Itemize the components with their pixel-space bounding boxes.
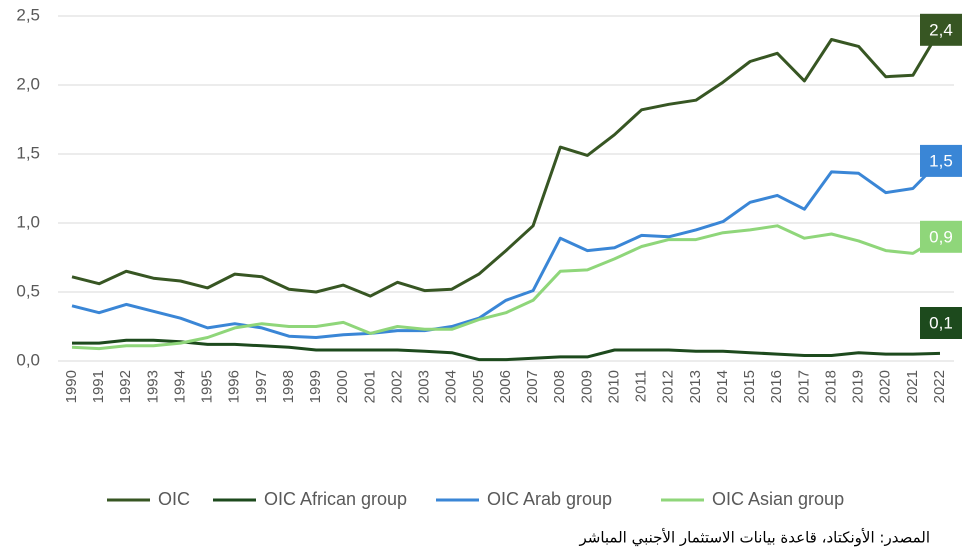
y-tick-label: 1,5: [16, 143, 40, 162]
x-tick-label: 2019: [850, 370, 867, 403]
x-tick-label: 2000: [334, 370, 351, 403]
x-tick-label: 2017: [795, 370, 812, 403]
x-tick-label: 2010: [605, 370, 622, 403]
value-label: 0,9: [929, 227, 953, 246]
x-tick-label: 1993: [144, 370, 161, 403]
x-tick-label: 2022: [931, 370, 948, 403]
x-tick-label: 2005: [470, 370, 487, 403]
y-tick-label: 0,0: [16, 350, 40, 369]
x-tick-label: 1999: [307, 370, 324, 403]
x-tick-label: 2006: [497, 370, 514, 403]
series-line: [71, 224, 941, 351]
x-tick-label: 2015: [741, 370, 758, 403]
x-tick-label: 2009: [578, 370, 595, 403]
x-tick-label: 2008: [551, 370, 568, 403]
series-line: [72, 338, 941, 362]
legend-label: OIC Asian group: [712, 489, 844, 509]
value-label-box: [920, 13, 962, 46]
value-label: 2,4: [929, 20, 953, 39]
x-tick-label: 2004: [443, 370, 460, 403]
x-tick-label: 1990: [63, 370, 80, 403]
x-tick-label: 2013: [687, 370, 704, 403]
x-tick-label: 2020: [877, 370, 894, 403]
value-label: 0,1: [929, 313, 953, 332]
x-tick-label: 2001: [361, 370, 378, 403]
x-tick-label: 1997: [253, 370, 270, 403]
legend-label: OIC African group: [264, 489, 407, 509]
y-tick-label: 1,0: [16, 212, 40, 231]
x-tick-label: 1996: [226, 370, 243, 403]
y-tick-label: 0,5: [16, 281, 40, 300]
x-tick-label: 2003: [416, 370, 433, 403]
series-line: [71, 159, 942, 339]
legend-label: OIC: [158, 489, 190, 509]
x-tick-label: 2016: [768, 370, 785, 403]
value-label-box: [920, 307, 962, 339]
x-tick-label: 2002: [388, 370, 405, 403]
y-tick-label: 2,5: [16, 5, 40, 24]
y-tick-label: 2,0: [16, 74, 40, 93]
legend-label: OIC Arab group: [487, 489, 612, 509]
x-tick-label: 2014: [714, 370, 731, 403]
series-line: [71, 29, 942, 298]
x-tick-label: 1991: [90, 370, 107, 403]
source: المصدر: الأونكتاد، قاعدة بيانات الاستثما…: [578, 528, 930, 548]
x-tick-label: 1995: [199, 370, 216, 403]
x-tick-label: 2021: [904, 370, 921, 403]
x-tick-label: 1998: [280, 370, 297, 403]
value-label-box: [920, 144, 962, 177]
x-tick-label: 1994: [171, 370, 188, 403]
x-tick-label: 2011: [633, 370, 650, 402]
x-tick-label: 1992: [117, 370, 134, 403]
x-tick-label: 2007: [524, 370, 541, 403]
value-label: 1,5: [929, 151, 953, 170]
value-label-box: [920, 220, 962, 253]
x-tick-label: 2018: [822, 370, 839, 403]
x-tick-label: 2012: [660, 370, 677, 403]
